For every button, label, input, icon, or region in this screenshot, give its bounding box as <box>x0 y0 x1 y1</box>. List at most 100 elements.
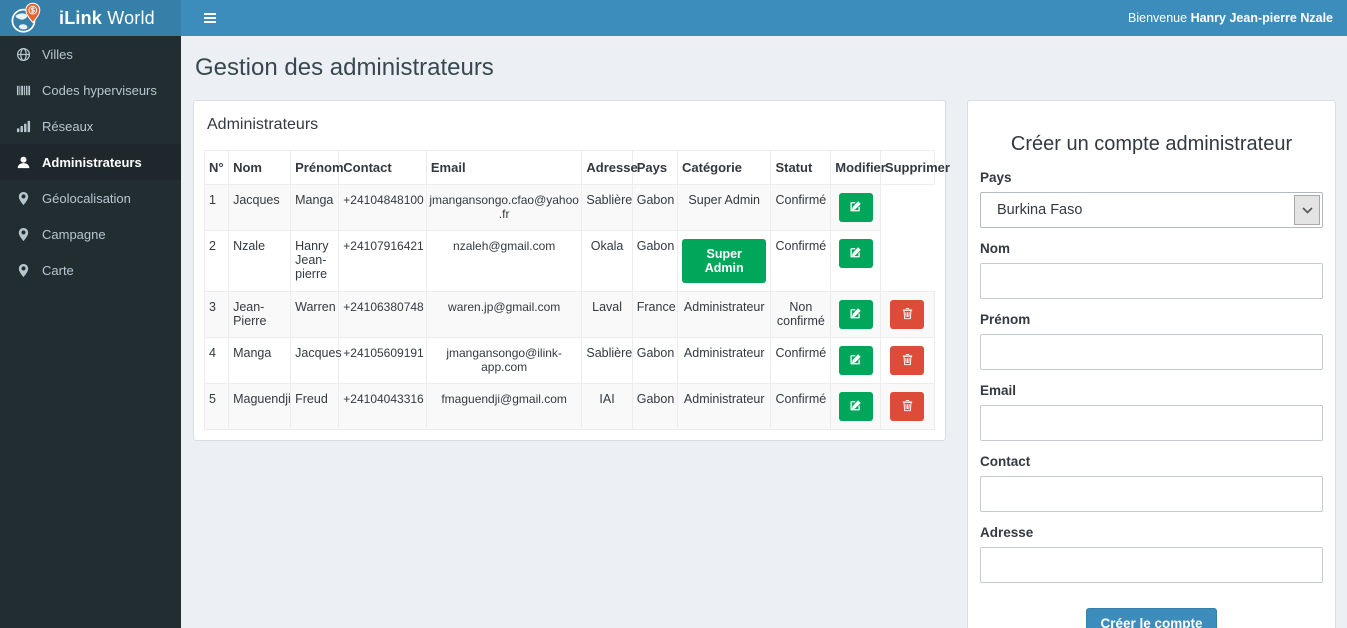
cell-categorie: Super Admin <box>676 184 772 231</box>
cell-nom: Jacques <box>228 184 292 231</box>
pays-select[interactable]: Burkina Faso <box>980 192 1323 228</box>
column-header-supprimer: Supprimer <box>879 150 950 185</box>
cell-statut: Confirmé <box>770 230 832 292</box>
app-brand[interactable]: $ iLink World <box>0 0 181 36</box>
sidebar-item-campagne[interactable]: Campagne <box>0 216 181 252</box>
sidebar-item-label: Campagne <box>42 226 106 242</box>
email-input[interactable] <box>980 405 1323 441</box>
edit-button[interactable] <box>838 346 873 375</box>
pays-label: Pays <box>980 170 1012 185</box>
column-header-email: Email <box>425 150 583 185</box>
admin-row-2: 2 Nzale Hanry Jean-pierre +24107916421 nzale… <box>203 230 935 292</box>
cell-categorie: Administrateur <box>676 291 772 338</box>
edit-button[interactable] <box>838 193 873 222</box>
brand-title: iLink World <box>59 7 155 28</box>
sidebar-item-administrateurs[interactable]: Administrateurs <box>0 144 181 180</box>
cell-adresse: Sablière <box>581 337 633 384</box>
cell-supprimer <box>879 230 935 292</box>
contact-input[interactable] <box>980 476 1323 512</box>
sidebar-item-carte[interactable]: Carte <box>0 252 181 288</box>
cell-pays: Gabon <box>631 337 679 384</box>
sidebar-item-label: Villes <box>42 46 73 62</box>
adresse-input[interactable] <box>980 547 1323 583</box>
cell-contact: +24104848100 <box>338 184 427 231</box>
sidebar-toggle-icon[interactable] <box>195 5 225 31</box>
edit-icon <box>849 353 862 369</box>
admin-row-3: 3 Jean-Pierre Warren +24106380748 waren.jp@g… <box>203 291 936 338</box>
administrators-panel-title: Administrateurs <box>207 116 319 133</box>
map-marker-icon <box>15 227 32 242</box>
cell-categorie: Administrateur <box>676 337 772 384</box>
cell-contact: +24105609191 <box>338 337 427 384</box>
cell-email: fmaguendji@gmail.com <box>425 383 583 430</box>
admin-row-5: 5 Maguendji Freud +24104043316 fmaguendji@gm… <box>203 383 936 430</box>
barcode-icon <box>15 83 32 98</box>
cell-pays: Gabon <box>631 230 679 292</box>
column-header-statut: Statut <box>770 150 832 185</box>
app-logo-icon: $ <box>9 2 43 36</box>
cell-supprimer <box>879 184 935 231</box>
sidebar-item-codes-hyperviseurs[interactable]: Codes hyperviseurs <box>0 72 181 108</box>
delete-button[interactable] <box>890 392 925 421</box>
edit-icon <box>849 246 862 262</box>
prenom-label: Prénom <box>980 312 1031 327</box>
edit-button[interactable] <box>838 239 873 268</box>
cell-statut: Non confirmé <box>770 291 832 338</box>
cell-pays: Gabon <box>631 383 679 430</box>
cell-no: 4 <box>203 337 230 384</box>
edit-icon <box>849 200 862 216</box>
column-header-nom: Nom <box>228 150 292 185</box>
edit-icon <box>849 399 862 415</box>
cell-categorie: Administrateur <box>676 383 772 430</box>
cell-modifier <box>830 184 881 231</box>
sidebar-item-label: Administrateurs <box>42 154 142 170</box>
column-header-adresse: Adresse <box>581 150 638 185</box>
cell-no: 3 <box>203 291 230 338</box>
delete-button[interactable] <box>890 300 925 329</box>
admin-row-4: 4 Manga Jacques +24105609191 jmangansongo@il… <box>203 337 936 384</box>
prenom-input[interactable] <box>980 334 1323 370</box>
cell-adresse: IAI <box>581 383 633 430</box>
sidebar-item-reseaux[interactable]: Réseaux <box>0 108 181 144</box>
cell-email: waren.jp@gmail.com <box>425 291 583 338</box>
column-header-categorie: Catégorie <box>676 150 772 185</box>
cell-adresse: Okala <box>581 230 633 292</box>
cell-no: 1 <box>203 184 230 231</box>
cell-adresse: Sablière <box>581 184 633 231</box>
signal-bars-icon <box>15 119 32 134</box>
create-account-button[interactable]: Créer le compte <box>1086 608 1217 628</box>
cell-prenom: Warren <box>290 291 340 338</box>
column-header-prenom: Prénom <box>290 150 344 185</box>
cell-modifier <box>830 383 881 430</box>
cell-modifier <box>830 230 881 292</box>
cell-statut: Confirmé <box>770 337 832 384</box>
cell-modifier <box>830 337 881 384</box>
svg-text:$: $ <box>30 5 35 14</box>
cell-contact: +24104043316 <box>338 383 427 430</box>
cell-no: 5 <box>203 383 230 430</box>
cell-statut: Confirmé <box>770 383 832 430</box>
email-label: Email <box>980 383 1017 398</box>
cell-no: 2 <box>203 230 230 292</box>
nom-input[interactable] <box>980 263 1323 299</box>
column-header-n: N° <box>203 150 230 185</box>
sidebar-item-label: Codes hyperviseurs <box>42 82 157 98</box>
cell-email: nzaleh@gmail.com <box>425 230 583 292</box>
trash-icon <box>901 353 914 369</box>
admin-row-1: 1 Jacques Manga +24104848100 jmangansongo.cf… <box>203 184 935 231</box>
edit-button[interactable] <box>838 392 873 421</box>
create-admin-panel: Créer un compte administrateur Pays Burki… <box>967 100 1336 628</box>
delete-button[interactable] <box>890 346 925 375</box>
cell-prenom: Freud <box>290 383 340 430</box>
column-header-pays: Pays <box>631 150 679 185</box>
cell-prenom: Jacques <box>290 337 342 384</box>
contact-label: Contact <box>980 454 1031 469</box>
sidebar-item-label: Carte <box>42 262 74 278</box>
edit-button[interactable] <box>838 300 873 329</box>
topbar: $ iLink World Bienvenue Hanry Jean-pierr… <box>0 0 1347 36</box>
sidebar-item-villes[interactable]: Villes <box>0 36 181 72</box>
column-header-contact: Contact <box>338 150 427 185</box>
adresse-label: Adresse <box>980 525 1034 540</box>
super-admin-badge[interactable]: Super Admin <box>682 239 767 283</box>
sidebar-item-geolocalisation[interactable]: Géolocalisation <box>0 180 181 216</box>
